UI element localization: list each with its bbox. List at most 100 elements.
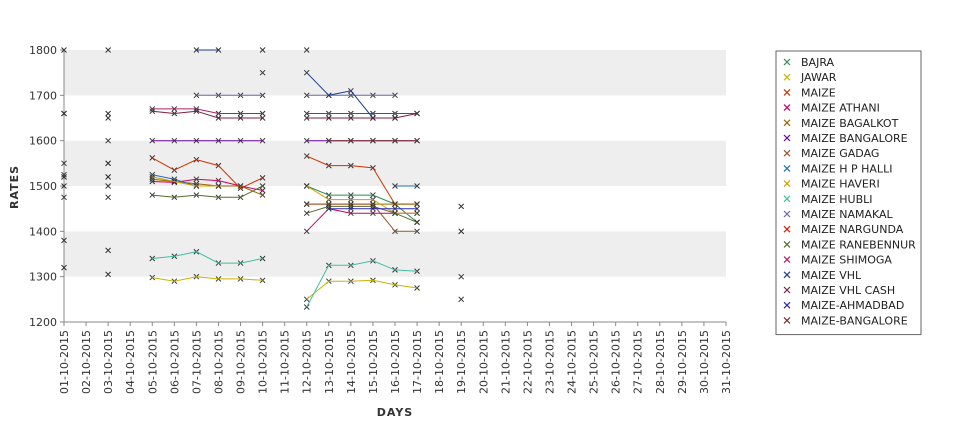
data-point: [61, 160, 67, 167]
y-tick-label: 1500: [29, 180, 57, 193]
legend-marker: [783, 119, 791, 127]
x-tick-label: 26-10-2015: [610, 330, 623, 394]
legend-entry: MAIZE-BANGALORE: [801, 314, 908, 327]
series-line: [152, 178, 263, 191]
data-point: [105, 183, 111, 189]
x-tick-label: 24-10-2015: [566, 330, 579, 394]
data-point: [61, 183, 67, 189]
plot-band: [64, 276, 726, 322]
x-tick-label: 01-10-2015: [58, 330, 71, 394]
series-line: [306, 260, 418, 308]
legend-marker: [783, 73, 791, 81]
x-tick-label: 17-10-2015: [411, 330, 424, 394]
data-point: [61, 110, 67, 117]
series-line: [306, 205, 418, 223]
legend-marker: [783, 104, 791, 112]
x-axis-title: DAYS: [377, 406, 413, 419]
series: [61, 174, 420, 217]
x-tick-label: 22-10-2015: [521, 330, 534, 394]
x-tick-label: 16-10-2015: [389, 330, 402, 394]
data-point: [149, 108, 156, 115]
series-layer: [61, 47, 465, 310]
data-point: [105, 110, 111, 117]
plot-band: [64, 231, 726, 277]
x-tick-label: 30-10-2015: [698, 330, 711, 394]
x-tick-label: 21-10-2015: [499, 330, 512, 394]
data-point: [259, 187, 266, 194]
x-tick-label: 18-10-2015: [433, 330, 446, 394]
data-point: [149, 255, 156, 262]
legend-marker: [783, 225, 791, 233]
legend-entry: MAIZE H P HALLI: [801, 162, 892, 175]
series-line: [152, 176, 219, 187]
x-tick-label: 07-10-2015: [190, 330, 203, 394]
x-tick-label: 29-10-2015: [676, 330, 689, 394]
legend-entry: MAIZE VHL CASH: [801, 284, 895, 297]
data-point: [61, 47, 67, 53]
y-tick-label: 1700: [29, 89, 57, 102]
series-line: [306, 279, 418, 300]
series-line: [306, 203, 418, 232]
legend-marker: [783, 180, 791, 188]
plot-band: [64, 50, 726, 96]
legend-marker: [783, 195, 791, 203]
x-tick-label: 09-10-2015: [235, 330, 248, 394]
x-tick-label: 15-10-2015: [367, 330, 380, 394]
x-tick-label: 13-10-2015: [323, 330, 336, 394]
x-tick-label: 27-10-2015: [632, 330, 645, 394]
series-line: [152, 251, 263, 264]
data-point: [458, 296, 465, 303]
legend-marker: [783, 271, 791, 279]
x-axis: 01-10-2015 02-10-2015 03-10-2015 04-10-2015…: [58, 322, 733, 394]
series-line: [306, 185, 418, 223]
legend-marker: [783, 286, 791, 294]
series-line: [152, 185, 263, 198]
data-point: [105, 115, 111, 121]
series: [193, 92, 398, 99]
y-tick-label: 1200: [29, 316, 57, 329]
data-point: [61, 194, 67, 201]
series: [325, 137, 420, 144]
data-point: [149, 171, 156, 178]
legend-entry: MAIZE HUBLI: [801, 193, 872, 206]
x-tick-label: 10-10-2015: [257, 330, 270, 394]
y-tick-label: 1800: [29, 44, 57, 57]
data-point: [458, 273, 465, 280]
series-line: [306, 185, 418, 214]
x-tick-label: 02-10-2015: [80, 330, 93, 394]
legend-entry: JAWAR: [800, 71, 837, 84]
data-point: [105, 47, 111, 53]
series-line: [152, 110, 263, 119]
series: [61, 183, 465, 226]
data-point: [105, 271, 111, 278]
data-point: [259, 47, 266, 53]
legend-entry: MAIZE ATHANI: [801, 102, 880, 115]
legend-entry: MAIZE GADAG: [801, 147, 879, 160]
legend-entry: MAIZE NAMAKAL: [801, 208, 894, 221]
legend-entry: MAIZE-AHMADBAD: [801, 299, 904, 312]
legend-entry: MAIZE VHL: [801, 269, 862, 282]
data-point: [105, 160, 111, 167]
data-point: [303, 304, 310, 310]
data-point: [105, 194, 111, 201]
data-point: [149, 274, 156, 281]
y-tick-label: 1600: [29, 135, 57, 148]
data-point: [61, 237, 67, 244]
plot-band: [64, 140, 726, 186]
data-point: [149, 174, 156, 180]
series: [61, 237, 465, 310]
legend-marker: [783, 210, 791, 218]
legend-marker: [783, 134, 791, 142]
series-line: [152, 276, 263, 282]
data-point: [149, 106, 156, 112]
x-tick-label: 25-10-2015: [588, 330, 601, 394]
legend-entry: MAIZE: [801, 86, 836, 99]
legend-box: [775, 50, 922, 336]
x-tick-label: 08-10-2015: [212, 330, 225, 394]
legend-marker: [783, 301, 791, 309]
x-tick-label: 12-10-2015: [301, 330, 314, 394]
series: [259, 47, 310, 53]
legend-entry: MAIZE BANGALORE: [801, 132, 908, 145]
y-axis-title: RATES: [8, 165, 21, 209]
